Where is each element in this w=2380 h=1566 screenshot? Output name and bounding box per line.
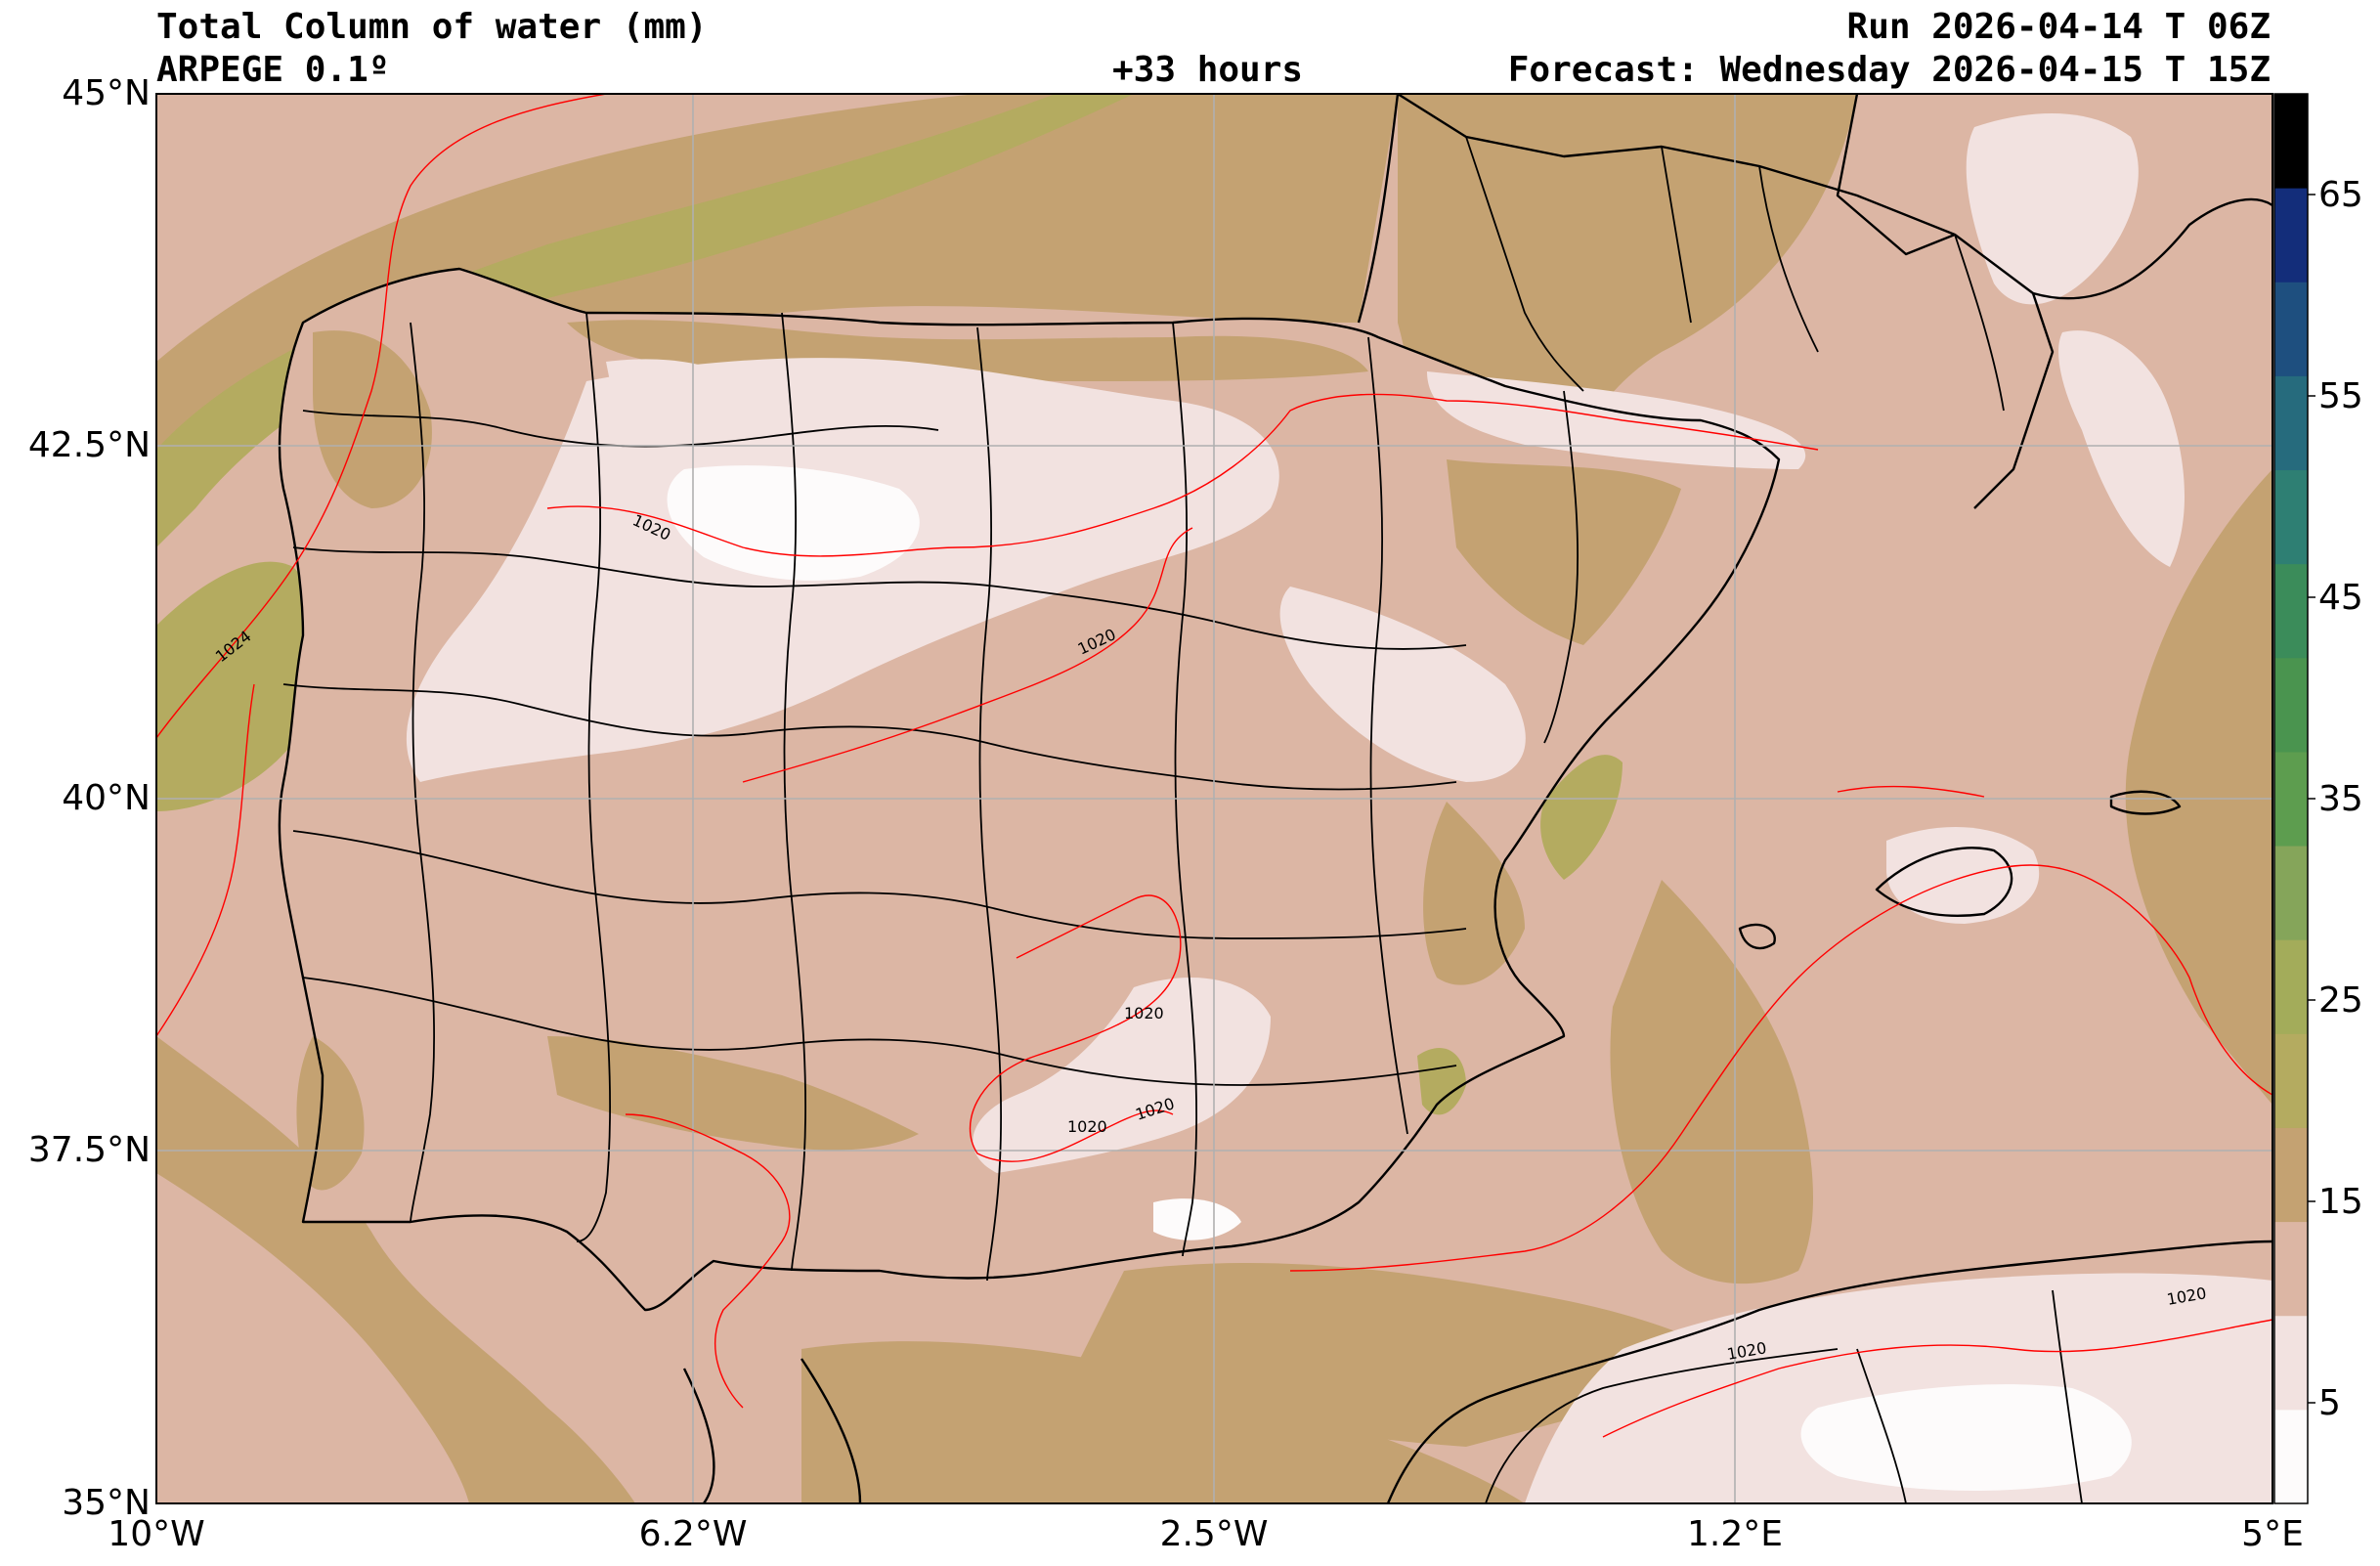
water-patch-olive-valencia — [1540, 755, 1623, 880]
lat-tick-label: 42.5°N — [27, 425, 151, 465]
lat-tick-label: 45°N — [62, 73, 151, 113]
water-patch-olive-murcia — [1417, 1047, 1466, 1115]
colorbar-segment — [2274, 1221, 2308, 1317]
water-band-sea-southwest — [156, 1173, 469, 1503]
colorbar-segment — [2274, 469, 2308, 565]
water-region-pale-pyrenees — [1427, 371, 1806, 469]
colorbar-segment — [2274, 1315, 2308, 1411]
colorbar-segment — [2274, 846, 2308, 940]
colorbar-frame — [2273, 93, 2309, 1504]
water-band-tan-south-africa — [801, 1341, 1525, 1503]
coastlines-and-borders — [278, 94, 2272, 1503]
water-band-olive-west — [156, 561, 320, 811]
water-band-tan-north — [156, 94, 1398, 547]
colorbar-tick-label: 55 — [2318, 376, 2363, 416]
run-label: Run 2026-04-14 T 06Z — [1846, 7, 2271, 47]
water-region-pale-corsica-sea — [2058, 330, 2185, 567]
colorbar-tick-label: 5 — [2318, 1383, 2341, 1423]
water-band-tan-east — [2125, 469, 2272, 1105]
water-band-tan-central — [1610, 880, 1813, 1284]
water-patch-tan-south — [547, 1036, 919, 1151]
map-title: Total Column of water (mm) — [156, 7, 708, 47]
water-region-white-north-africa — [1800, 1384, 2132, 1491]
colorbar-segment — [2274, 188, 2308, 283]
lon-tick-label: 1.2°E — [1687, 1514, 1783, 1554]
lon-tick-label: 2.5°W — [1159, 1514, 1269, 1554]
gridlines — [156, 94, 2272, 1503]
forecast-label: Forecast: Wednesday 2026-04-15 T 15Z — [1507, 50, 2271, 90]
colorbar-segment — [2274, 1033, 2308, 1128]
water-patch-tan-northeast — [1447, 459, 1681, 645]
colorbar-tick-label: 45 — [2318, 578, 2363, 618]
water-region-pale-mallorca — [1886, 827, 2040, 924]
colorbar-tick-label: 25 — [2318, 980, 2363, 1021]
lon-tick-label: 6.2°W — [638, 1514, 748, 1554]
map-frame — [155, 93, 2273, 1504]
isobar-lines — [156, 94, 2272, 1438]
colorbar-segment — [2274, 282, 2308, 376]
colorbar-segment — [2274, 657, 2308, 753]
water-region-pale-north — [606, 359, 762, 424]
water-region-pale-ebro — [1279, 587, 1526, 782]
map-panel: 1024 1020 1020 1020 1020 1020 1020 1020 — [156, 94, 2272, 1503]
province-borders — [282, 136, 2083, 1503]
lat-tick-label: 37.5°N — [27, 1130, 151, 1170]
colorbar-segment — [2274, 94, 2308, 189]
model-label: ARPEGE 0.1º — [156, 50, 390, 90]
isobar-label: 1020 — [1067, 1117, 1107, 1136]
water-region-pale-northeast — [1966, 113, 2139, 305]
colorbar-segment — [2274, 563, 2308, 659]
water-patch-tan-southwest — [296, 1036, 365, 1191]
lat-tick-label: 35°N — [62, 1483, 151, 1523]
colorbar-tick-label: 15 — [2318, 1182, 2363, 1222]
colorbar-segment — [2274, 939, 2308, 1034]
lon-tick-label: 10°W — [108, 1514, 205, 1554]
colorbar-segment — [2274, 1127, 2308, 1223]
colorbar — [2274, 94, 2315, 1504]
water-region-white-madrid — [667, 465, 920, 581]
lon-tick-label: 5°E — [2241, 1514, 2304, 1554]
water-region-white-andalucia — [1153, 1198, 1241, 1240]
colorbar-segment — [2274, 375, 2308, 471]
colorbar-segment — [2274, 1409, 2308, 1504]
lat-tick-label: 40°N — [62, 778, 151, 818]
colorbar-tick-label: 65 — [2318, 175, 2363, 215]
lead-time-label: +33 hours — [1112, 50, 1304, 90]
colorbar-segment — [2274, 751, 2308, 847]
isobar-label: 1020 — [1124, 1004, 1164, 1022]
water-patch-tan-west — [313, 330, 432, 508]
colorbar-tick-label: 35 — [2318, 779, 2363, 819]
